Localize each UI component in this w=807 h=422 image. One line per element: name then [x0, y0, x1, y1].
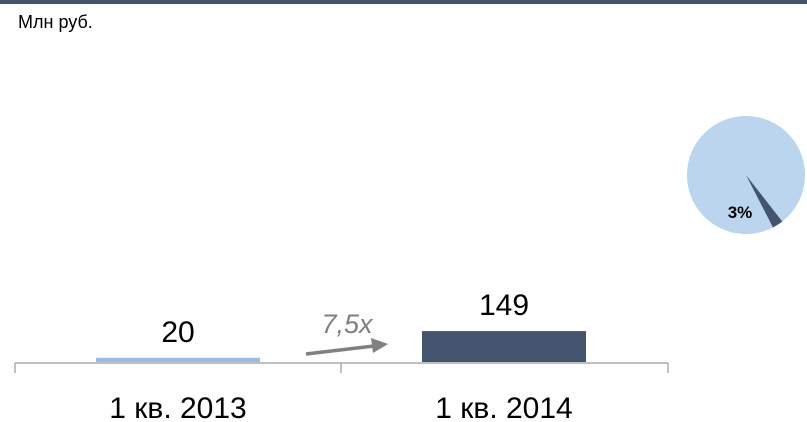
unit-label: Млн руб. — [18, 12, 93, 32]
pie-slice-label: 3% — [728, 203, 753, 222]
pie-chart: 3% — [687, 115, 806, 234]
bar — [422, 331, 586, 362]
bar-chart: 20 1 кв. 2013 149 1 кв. 2014 — [96, 289, 586, 422]
bar — [96, 357, 260, 362]
top-rule — [0, 0, 807, 4]
growth-label: 7,5x — [321, 309, 374, 339]
x-tick-label: 1 кв. 2013 — [109, 392, 247, 422]
data-label: 20 — [161, 316, 194, 349]
pie-slice — [687, 115, 806, 234]
arrow-right-up-icon — [305, 338, 388, 356]
pie-slice — [746, 175, 783, 228]
x-tick-label: 1 кв. 2014 — [435, 392, 573, 422]
data-label: 149 — [479, 289, 529, 322]
